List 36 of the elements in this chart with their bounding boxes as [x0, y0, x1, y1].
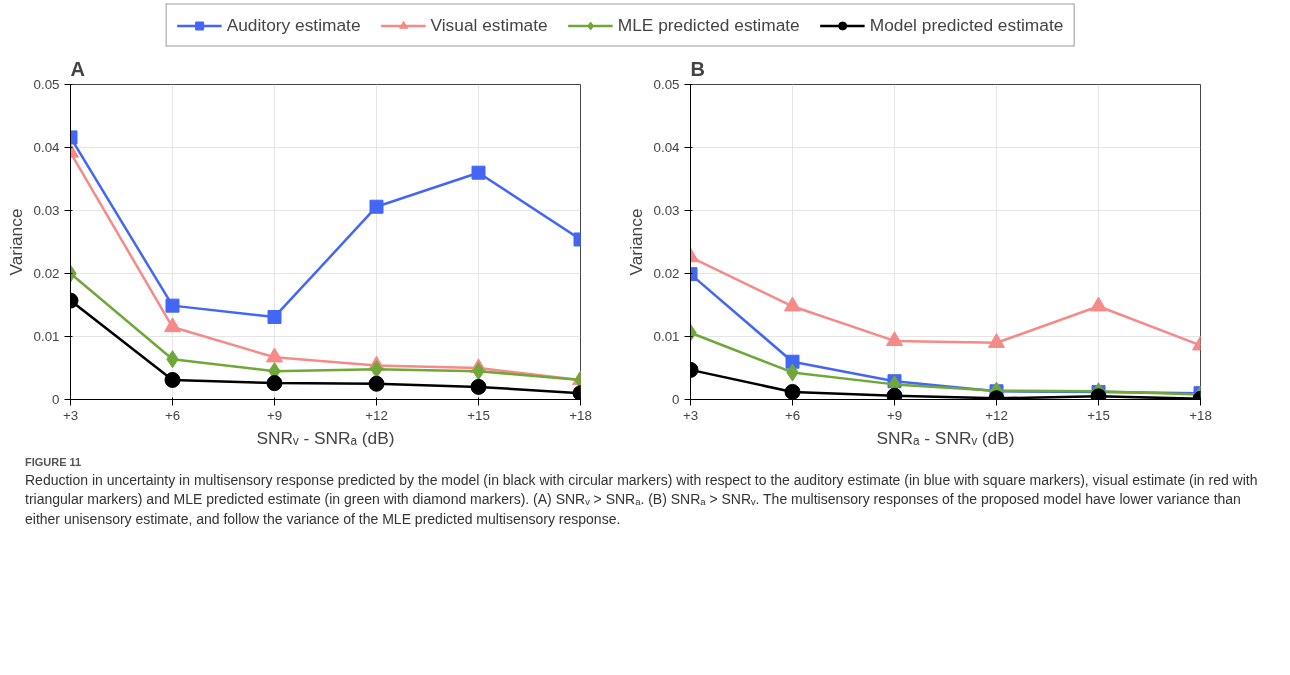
x-tick-label: +18	[569, 407, 592, 423]
y-tick-label: 0.05	[33, 77, 60, 92]
legend-label: Visual estimate	[430, 14, 548, 36]
legend-label: Auditory estimate	[226, 14, 361, 36]
y-axis-title: Variance	[5, 208, 26, 276]
y-tick-label: 0.02	[653, 266, 680, 281]
y-tick-label: 0.02	[33, 266, 60, 281]
x-tick-label: +12	[985, 407, 1008, 423]
y-tick-label: 0	[52, 392, 60, 407]
x-tick-label: +6	[784, 407, 801, 423]
x-tick-label: +3	[62, 407, 79, 423]
x-axis-title: SNRᵥ - SNRₐ (dB)	[256, 427, 395, 448]
text: Reduction in uncertainty in multisensory response predicted by the model (in black with circular markers) with respect to the auditory estimate (in blue with square markers), visual estimate (in red with triangular markers) and MLE predicted estimate (in green with diamond markers). (A) SNRᵥ > SNRₐ. (B) SNRₐ > SNRᵥ. The multisensory responses of the proposed model have lower variance than either unisensory estimate, and follow the variance of the MLE predicted multisensory response.	[25, 470, 1259, 529]
y-tick-label: 0.03	[653, 203, 680, 218]
y-tick-label: 0.03	[33, 203, 60, 218]
chart-title: B	[690, 57, 705, 80]
caption: FIGURE 11	[25, 455, 83, 470]
y-tick-label: 0.04	[653, 140, 681, 155]
y-tick-label: 0	[672, 392, 680, 407]
y-tick-label: 0.04	[33, 140, 61, 155]
x-tick-label: +15	[1087, 407, 1110, 423]
x-tick-label: +18	[1189, 407, 1212, 423]
chart-title: A	[70, 57, 85, 80]
x-tick-label: +15	[467, 407, 490, 423]
x-tick-label: +3	[682, 407, 699, 423]
legend-label: MLE predicted estimate	[617, 14, 800, 36]
x-tick-label: +9	[266, 407, 283, 423]
x-tick-label: +9	[886, 407, 903, 423]
y-tick-label: 0.01	[653, 329, 680, 344]
y-tick-label: 0.05	[653, 77, 680, 92]
x-axis-title: SNRₐ - SNRᵥ (dB)	[876, 427, 1015, 448]
y-tick-label: 0.01	[33, 329, 60, 344]
y-axis-title: Variance	[625, 208, 646, 276]
x-tick-label: +12	[365, 407, 388, 423]
legend-label: Model predicted estimate	[869, 14, 1064, 36]
x-tick-label: +6	[164, 407, 181, 423]
